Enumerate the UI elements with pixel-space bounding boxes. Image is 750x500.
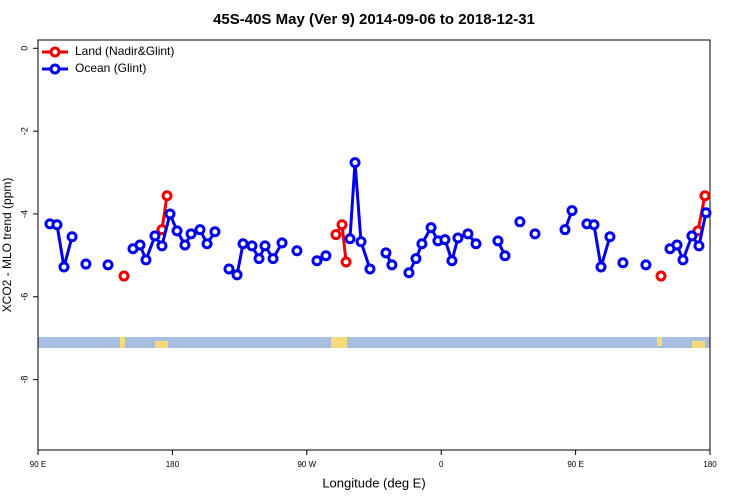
- data-point: [231, 269, 243, 281]
- data-point: [171, 225, 183, 237]
- data-point: [514, 216, 526, 228]
- land-patch: [155, 341, 168, 348]
- y-tick-label: -8: [19, 376, 29, 384]
- data-point: [655, 270, 667, 282]
- y-tick-label: -6: [19, 293, 29, 301]
- data-point: [425, 222, 437, 234]
- legend-label: Land (Nadir&Glint): [75, 44, 174, 58]
- data-point: [66, 231, 78, 243]
- data-point: [149, 230, 161, 242]
- land-patch: [331, 337, 347, 348]
- land-patch: [120, 337, 125, 348]
- data-point: [499, 250, 511, 262]
- data-point: [51, 219, 63, 231]
- data-point: [640, 259, 652, 271]
- data-point: [259, 240, 271, 252]
- y-axis-label: XCO2 - MLO trend (ppm): [0, 178, 14, 313]
- data-point: [161, 190, 173, 202]
- data-point: [134, 239, 146, 251]
- data-point: [237, 238, 249, 250]
- data-point: [566, 205, 578, 217]
- data-point: [386, 259, 398, 271]
- data-point: [311, 255, 323, 267]
- data-point: [671, 239, 683, 251]
- data-point: [470, 238, 482, 250]
- data-point: [446, 255, 458, 267]
- legend-marker: [49, 63, 61, 75]
- data-point: [102, 259, 114, 271]
- data-point: [185, 228, 197, 240]
- data-point: [355, 236, 367, 248]
- data-point: [336, 219, 348, 231]
- land-patch: [692, 341, 705, 348]
- data-point: [58, 261, 70, 273]
- land-mask-strip: [38, 337, 710, 348]
- data-point: [291, 245, 303, 257]
- data-point: [156, 240, 168, 252]
- data-point: [700, 207, 712, 219]
- data-point: [410, 253, 422, 265]
- data-point: [267, 253, 279, 265]
- data-point: [492, 235, 504, 247]
- data-point: [529, 228, 541, 240]
- legend-marker: [49, 46, 61, 58]
- data-point: [253, 253, 265, 265]
- data-point: [194, 224, 206, 236]
- data-point: [320, 250, 332, 262]
- data-point: [617, 257, 629, 269]
- data-point: [80, 258, 92, 270]
- data-point: [588, 219, 600, 231]
- x-tick-label: 90 E: [567, 460, 583, 469]
- x-tick-label: 90 E: [30, 460, 46, 469]
- data-point: [699, 190, 711, 202]
- ocean-strip: [38, 337, 710, 348]
- data-point: [246, 240, 258, 252]
- data-point: [559, 224, 571, 236]
- data-point: [686, 230, 698, 242]
- data-point: [140, 254, 152, 266]
- data-point: [118, 270, 130, 282]
- data-point: [340, 256, 352, 268]
- y-tick-label: -4: [19, 210, 29, 218]
- y-tick-label: -2: [19, 127, 29, 135]
- data-point: [201, 238, 213, 250]
- data-point: [403, 267, 415, 279]
- x-axis-label: Longitude (deg E): [322, 475, 425, 490]
- x-tick-label: 90 W: [297, 460, 316, 469]
- data-point: [380, 247, 392, 259]
- data-point: [439, 234, 451, 246]
- x-tick-label: 180: [166, 460, 180, 469]
- data-point: [604, 231, 616, 243]
- data-point: [344, 233, 356, 245]
- data-point: [364, 263, 376, 275]
- data-point: [223, 263, 235, 275]
- data-point: [462, 228, 474, 240]
- chart-title: 45S-40S May (Ver 9) 2014-09-06 to 2018-1…: [213, 11, 535, 28]
- y-tick-label: 0: [19, 46, 29, 51]
- data-point: [276, 237, 288, 249]
- data-point: [164, 208, 176, 220]
- data-point: [349, 157, 361, 169]
- data-point: [677, 254, 689, 266]
- x-tick-label: 0: [439, 460, 444, 469]
- legend-label: Ocean (Glint): [75, 61, 146, 75]
- x-tick-label: 180: [703, 460, 717, 469]
- data-point: [452, 232, 464, 244]
- data-point: [179, 239, 191, 251]
- land-patch: [657, 337, 662, 346]
- plot-frame: [37, 39, 711, 451]
- data-point: [595, 261, 607, 273]
- data-point: [209, 226, 221, 238]
- data-point: [330, 229, 342, 241]
- data-point: [416, 238, 428, 250]
- data-point: [693, 240, 705, 252]
